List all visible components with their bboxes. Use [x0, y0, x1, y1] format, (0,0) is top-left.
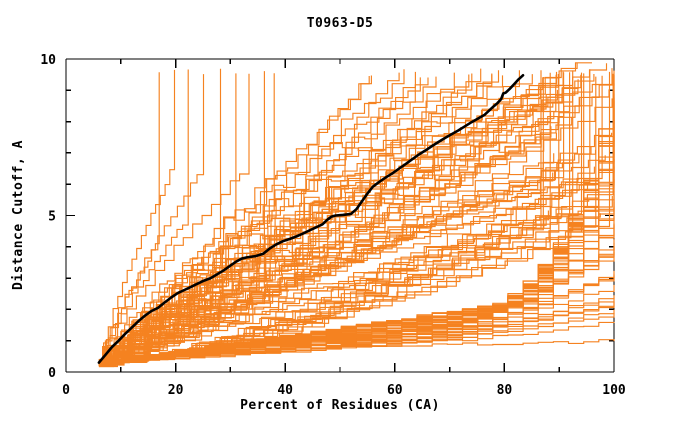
prediction-curve: [98, 74, 493, 366]
x-tick-label: 0: [62, 383, 70, 398]
x-tick-label: 20: [168, 383, 184, 398]
prediction-curve: [98, 75, 603, 366]
prediction-curve: [98, 75, 615, 361]
prediction-curve: [98, 71, 611, 364]
prediction-curve: [98, 77, 421, 360]
prediction-curve: [98, 75, 504, 366]
prediction-curve: [98, 73, 250, 366]
prediction-curve: [98, 301, 615, 363]
prediction-curve: [98, 69, 189, 366]
x-tick-label: 40: [277, 383, 293, 398]
prediction-curve: [98, 69, 176, 364]
prediction-curve: [98, 149, 597, 363]
y-tick-label: 10: [40, 53, 56, 68]
axis-tick-labels: 0 20 40 60 80 100 0 5 10: [40, 53, 626, 398]
y-axis-label: Distance Cutoff, A: [11, 140, 26, 290]
prediction-curve: [98, 126, 552, 364]
prediction-curve: [98, 71, 564, 364]
prediction-curve: [98, 73, 614, 364]
reference-curve-line: [97, 74, 525, 364]
chart-title: T0963-D5: [306, 16, 374, 31]
prediction-curve: [98, 74, 533, 365]
prediction-curve: [98, 74, 559, 362]
x-tick-label: 100: [602, 383, 626, 398]
y-tick-label: 0: [48, 366, 56, 381]
reference-curve: [97, 74, 525, 364]
prediction-curve: [98, 89, 558, 366]
prediction-curve: [98, 68, 222, 365]
prediction-curve: [98, 74, 205, 365]
prediction-curves: [98, 62, 615, 368]
prediction-curve: [98, 73, 585, 364]
prediction-curve: [98, 72, 571, 364]
x-tick-label: 80: [497, 383, 513, 398]
x-axis-label: Percent of Residues (CA): [240, 398, 440, 413]
prediction-curve: [98, 74, 595, 364]
prediction-curve: [98, 68, 613, 362]
y-tick-label: 5: [48, 210, 56, 225]
prediction-curve: [98, 98, 613, 366]
prediction-curve: [98, 68, 482, 368]
x-tick-label: 60: [387, 383, 403, 398]
